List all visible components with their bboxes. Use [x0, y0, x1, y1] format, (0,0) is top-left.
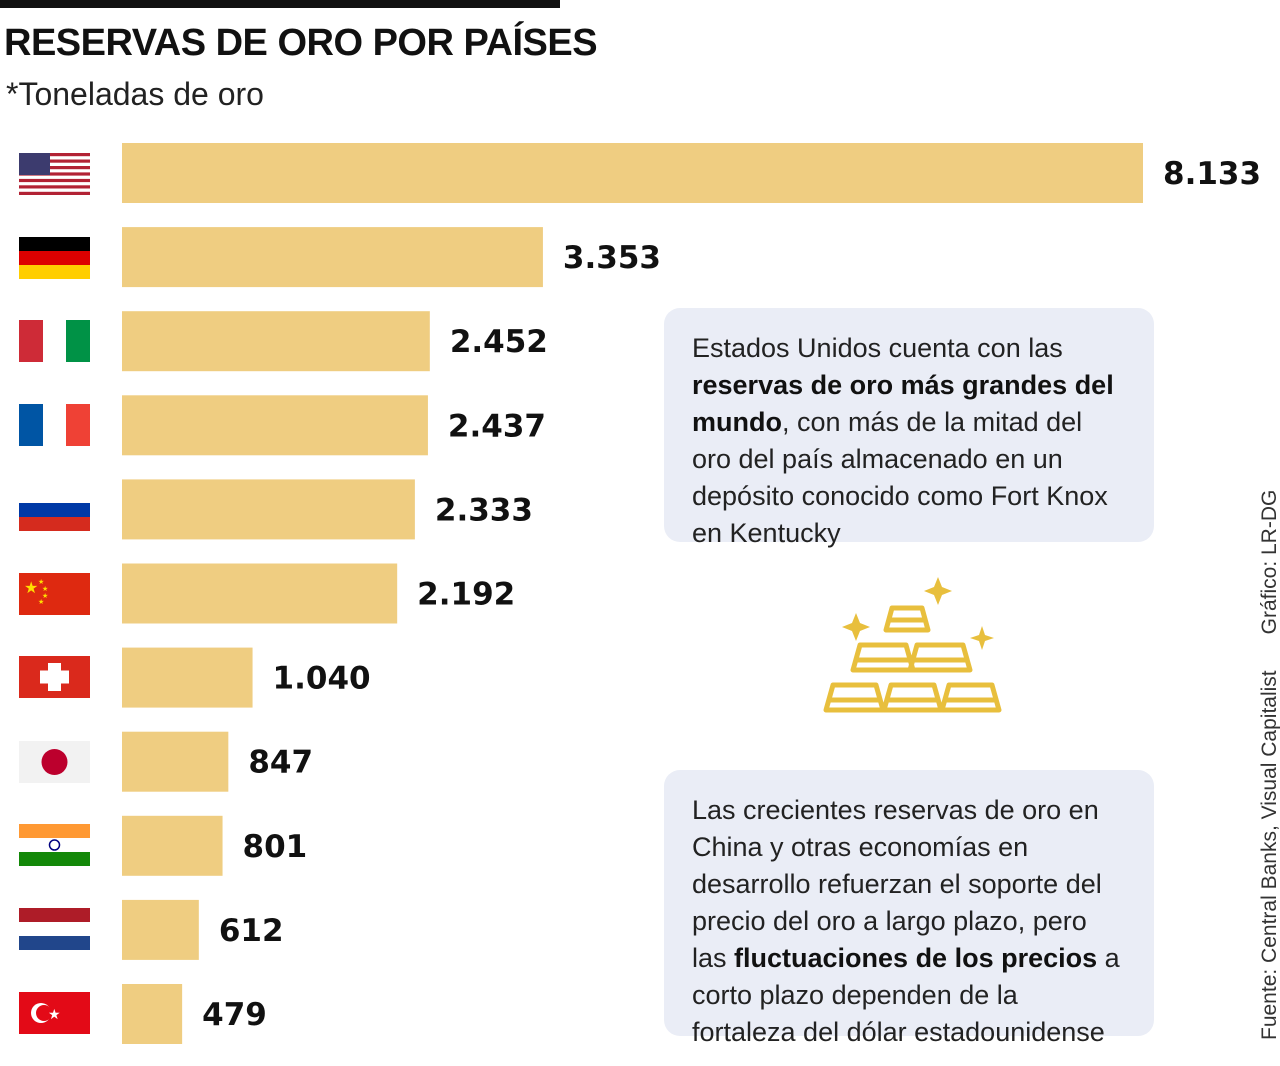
svg-text:★: ★	[24, 578, 38, 597]
bar-china	[122, 563, 398, 624]
note-2-bold: fluctuaciones de los precios	[734, 943, 1098, 973]
bar-germany	[122, 227, 543, 288]
germany-flag	[19, 237, 90, 279]
india-flag	[19, 824, 90, 866]
value-label-china: 2.192	[417, 577, 515, 613]
gold-bars-icon	[823, 577, 1002, 713]
bar-russia	[122, 479, 415, 540]
value-label-turkey: 479	[202, 997, 267, 1033]
value-label-switzerland: 1.040	[273, 661, 371, 697]
japan-flag	[19, 741, 90, 783]
bar-japan	[122, 731, 229, 792]
chart-title: RESERVAS DE ORO POR PAÍSES	[4, 22, 598, 64]
bar-france	[122, 395, 428, 456]
france-flag	[19, 404, 90, 446]
svg-text:★: ★	[38, 598, 44, 606]
note-2-text-b: a corto plazo dependen de la fortaleza d…	[692, 943, 1120, 1047]
bar-netherlands	[122, 899, 199, 960]
value-label-india: 801	[243, 829, 308, 865]
russia-flag	[19, 489, 90, 531]
value-label-russia: 2.333	[435, 492, 533, 528]
china-flag: ★ ★ ★ ★ ★	[19, 573, 90, 615]
bar-us	[122, 143, 1143, 203]
note-1-text-b: , con más de la mitad del oro del país a…	[692, 407, 1108, 548]
value-label-france: 2.437	[448, 408, 546, 444]
bar-italy	[122, 311, 430, 372]
graphic-credit: Gráfico: LR-DG	[1258, 489, 1280, 635]
chart-subtitle: *Toneladas de oro	[6, 76, 264, 112]
note-china-reserves: Las crecientes reservas de oro en China …	[664, 770, 1154, 1047]
svg-text:★: ★	[42, 585, 48, 593]
bar-switzerland	[122, 647, 253, 708]
switzerland-flag	[19, 656, 90, 698]
netherlands-flag	[19, 908, 90, 950]
note-1-text-a: Estados Unidos cuenta con las	[692, 333, 1063, 363]
credit-line: Fuente: Central Banks, Visual Capitalist…	[1258, 454, 1280, 1040]
us-flag	[19, 153, 90, 195]
source-credit: Fuente: Central Banks, Visual Capitalist	[1258, 670, 1280, 1040]
value-label-italy: 2.452	[450, 324, 548, 360]
svg-text:★: ★	[42, 592, 48, 600]
note-us-reserves: Estados Unidos cuenta con las reservas d…	[664, 308, 1154, 548]
turkey-flag: ★	[19, 992, 90, 1034]
italy-flag	[19, 320, 90, 362]
note-1-bold: reservas de oro más grandes del mundo	[692, 370, 1114, 437]
top-rule	[0, 0, 560, 8]
svg-text:★: ★	[38, 578, 44, 586]
value-label-netherlands: 612	[219, 913, 284, 949]
value-label-germany: 3.353	[563, 240, 661, 276]
svg-text:★: ★	[48, 1007, 61, 1023]
value-label-japan: 847	[248, 745, 313, 781]
bar-india	[122, 815, 223, 876]
bar-turkey	[122, 984, 183, 1044]
value-label-us: 8.133	[1163, 156, 1261, 192]
note-2-text-a: Las crecientes reservas de oro en China …	[692, 795, 1102, 973]
